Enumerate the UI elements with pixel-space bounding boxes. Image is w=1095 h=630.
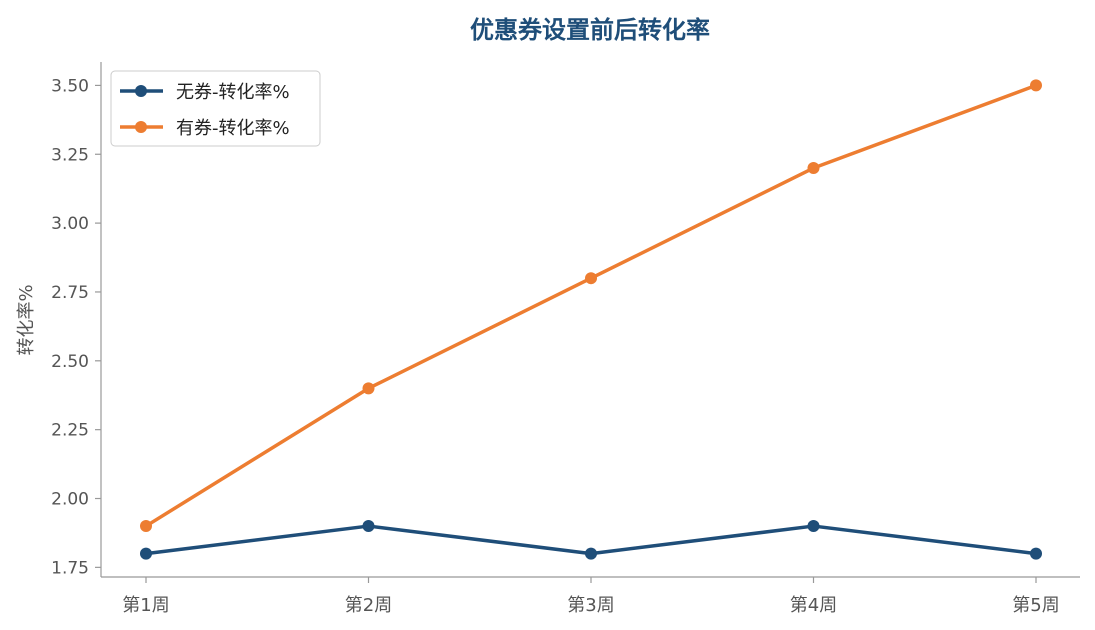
x-tick-label: 第4周 xyxy=(790,595,837,616)
data-point xyxy=(807,162,820,175)
y-tick-label: 1.75 xyxy=(51,558,89,578)
x-tick-label: 第2周 xyxy=(345,595,392,616)
series-2 xyxy=(140,79,1042,533)
data-point xyxy=(140,547,152,560)
data-point xyxy=(140,520,152,533)
y-axis-label: 转化率% xyxy=(16,284,37,355)
x-ticks: 第1周 第2周 第3周 第4周 第5周 xyxy=(122,577,1060,616)
y-tick-label: 3.25 xyxy=(51,145,89,165)
legend-marker xyxy=(135,85,147,97)
y-tick-label: 3.00 xyxy=(51,214,89,234)
x-tick-label: 第1周 xyxy=(122,595,169,616)
y-tick-label: 3.50 xyxy=(51,76,89,96)
legend: 无券-转化率% 有券-转化率% xyxy=(110,70,321,147)
y-tick-label: 2.25 xyxy=(51,421,89,441)
legend-marker xyxy=(135,121,147,133)
series-layer xyxy=(140,79,1042,560)
chart-title: 优惠券设置前后转化率 xyxy=(470,16,710,44)
x-tick-label: 第3周 xyxy=(567,595,614,616)
series-line xyxy=(144,83,1038,528)
data-point xyxy=(362,520,375,533)
legend-box xyxy=(110,70,321,147)
legend-label: 有券-转化率% xyxy=(176,118,290,139)
legend-item: 有券-转化率% xyxy=(120,118,290,139)
data-point xyxy=(585,272,597,285)
data-point xyxy=(1030,79,1042,92)
data-point xyxy=(1030,547,1042,560)
series-1 xyxy=(140,520,1042,560)
y-tick-label: 2.75 xyxy=(51,283,89,303)
data-point xyxy=(585,547,597,560)
data-point xyxy=(807,520,820,533)
x-tick-label: 第5周 xyxy=(1012,595,1059,616)
y-ticks: 1.75 2.00 2.25 2.50 2.75 3.00 3.25 3.50 xyxy=(51,76,101,578)
data-point xyxy=(362,382,375,395)
y-tick-label: 2.50 xyxy=(51,352,89,372)
legend-label: 无券-转化率% xyxy=(176,82,290,103)
y-tick-label: 2.00 xyxy=(51,490,89,510)
legend-item: 无券-转化率% xyxy=(120,82,290,103)
